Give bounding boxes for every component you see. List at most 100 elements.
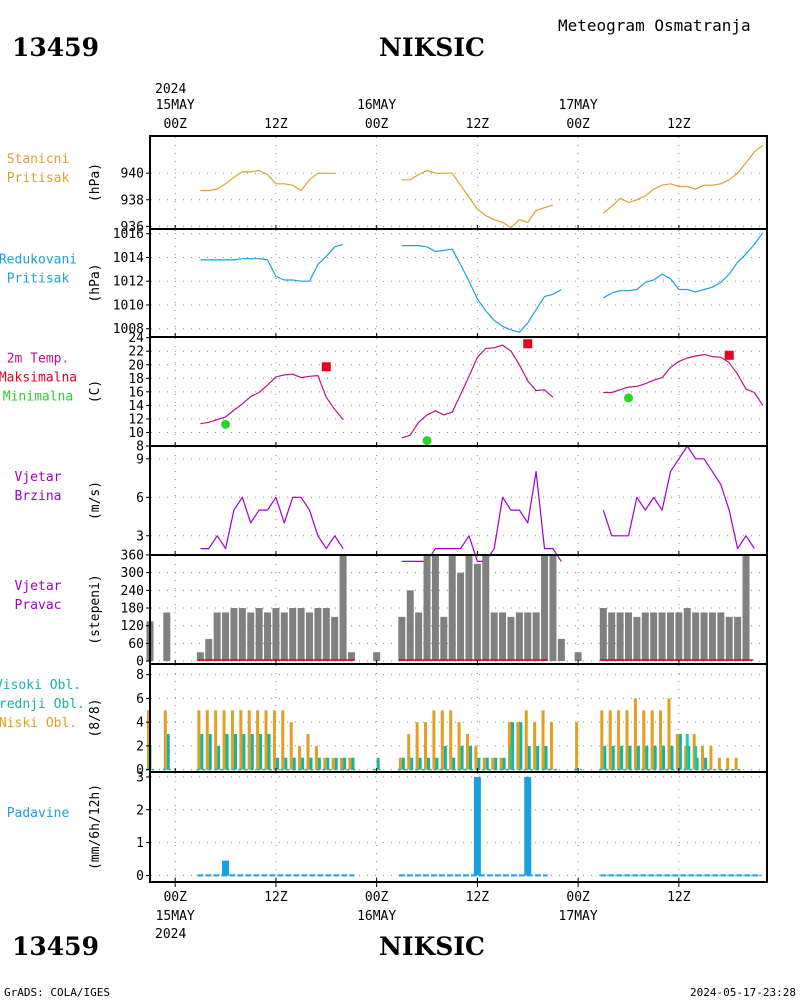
ytick-label-redukovani-3: 1014	[113, 251, 144, 266]
cloud-low-bar-2-3	[222, 710, 226, 770]
ytick-label-padavine-3: 3	[136, 770, 144, 785]
cloud-mid-bar-2-3	[225, 734, 229, 770]
tmax-marker-1	[523, 339, 533, 349]
frame-temperatura	[149, 336, 768, 447]
cloud-high-bar-4-13	[509, 745, 513, 770]
bottom-day-labels: 15MAY 16MAY 17MAY	[156, 909, 598, 924]
grid-stanicni	[151, 137, 766, 228]
bar-padavine-1-0	[473, 776, 481, 876]
cloud-low-bar-2-8	[264, 710, 268, 770]
ylabel-oblaci: (8/8)	[88, 698, 103, 737]
bar-vjetar_pravac-2-15	[322, 608, 330, 662]
cloud-mid-bar-6-1	[611, 745, 615, 770]
bar-vjetar_pravac-2-9	[272, 608, 280, 662]
ytick-label-stanicni-0: 936	[121, 220, 144, 235]
bottom-tick-label-1: 12Z	[264, 890, 288, 905]
cloud-mid-bar-6-9	[678, 734, 682, 770]
frame-vjetar_brzina	[149, 445, 768, 556]
series-line-redukovani-2	[603, 232, 764, 299]
cloud-mid-bar-1-0	[166, 734, 170, 770]
cloud-low-bar-2-17	[340, 757, 344, 770]
top-tick-label-4: 00Z	[566, 117, 590, 132]
cloud-mid-bar-2-12	[301, 757, 305, 770]
cloud-low-bar-4-4	[432, 710, 436, 770]
panel-label-redukovani-1: Pritisak	[7, 272, 70, 287]
panel-label-temperatura-2: Minimalna	[3, 390, 73, 405]
cloud-mid-bar-2-10	[284, 757, 288, 770]
station-id-top: 13459	[12, 33, 99, 62]
cloud-low-bar-6-5	[642, 710, 646, 770]
ytick-label-redukovani-1: 1010	[113, 298, 144, 313]
cloud-mid-bar-4-17	[544, 745, 548, 770]
ytick-label-oblaci-1: 2	[136, 739, 144, 754]
cloud-low-bar-2-12	[298, 745, 302, 770]
cloud-mid-bar-6-2	[620, 745, 624, 770]
panel-label-vjetar_pravac-1: Pravac	[15, 598, 62, 613]
ytick-label-oblaci-2: 4	[136, 716, 144, 731]
cloud-low-bar-6-4	[633, 698, 637, 770]
cloud-mid-bar-6-12	[704, 757, 708, 770]
top-day-label-1: 16MAY	[357, 98, 396, 113]
bottom-tick-label-0: 00Z	[163, 890, 187, 905]
cloud-low-bar-4-10	[482, 757, 486, 770]
cloud-mid-bar-2-1	[208, 734, 212, 770]
cloud-low-bar-0-0	[147, 710, 150, 770]
bar-vjetar_pravac-4-6	[448, 555, 456, 662]
tmin-marker-5	[623, 393, 633, 403]
bar-vjetar_pravac-2-4	[230, 608, 238, 662]
cloud-low-bar-2-1	[205, 710, 209, 770]
top-tick-labels: 00Z 12Z 00Z 12Z 00Z 12Z	[163, 117, 690, 132]
cloud-low-bar-4-3	[424, 722, 428, 770]
cloud-low-bar-2-13	[306, 734, 310, 770]
bar-vjetar_pravac-2-8	[264, 612, 272, 662]
ytick-label-temperatura-8: 24	[128, 331, 144, 346]
bar-vjetar_pravac-4-3	[423, 555, 431, 662]
cloud-high-bar-6-10	[685, 734, 689, 770]
grid-redukovani	[151, 230, 766, 336]
cloud-low-bar-4-6	[449, 710, 453, 770]
series-line-stanicni-1	[401, 169, 554, 229]
cloud-low-bar-2-15	[323, 757, 327, 770]
cloud-low-bar-5-0	[575, 722, 579, 770]
cloud-low-bar-6-12	[701, 745, 705, 770]
ytick-label-temperatura-1: 10	[128, 426, 144, 441]
bar-padavine-0-0	[222, 860, 230, 876]
tmax-marker-0	[321, 362, 331, 372]
cloud-low-bar-2-7	[256, 710, 260, 770]
cloud-low-bar-4-18	[549, 722, 553, 770]
ytick-label-oblaci-0: 0	[136, 763, 144, 778]
ylabel-redukovani: (hPa)	[88, 263, 103, 302]
cloud-mid-bar-6-3	[628, 745, 632, 770]
bar-vjetar_pravac-4-12	[499, 612, 507, 662]
cloud-mid-bar-4-7	[460, 745, 464, 770]
ytick-label-vjetar_brzina-2: 9	[136, 452, 144, 467]
bar-vjetar_pravac-2-12	[297, 608, 305, 662]
ytick-label-vjetar_pravac-0: 0	[136, 655, 144, 670]
bar-vjetar_pravac-2-14	[314, 608, 322, 662]
ytick-label-vjetar_pravac-3: 180	[121, 602, 144, 617]
tmin-marker-4	[422, 436, 432, 446]
bar-vjetar_pravac-6-8	[666, 612, 674, 662]
bar-vjetar_pravac-2-6	[247, 612, 255, 662]
cloud-low-bar-6-6	[650, 710, 654, 770]
bar-vjetar_pravac-2-18	[347, 652, 355, 662]
cloud-low-bar-4-11	[491, 757, 495, 770]
cloud-mid-bar-2-8	[267, 734, 271, 770]
grads-credit: GrADS: COLA/IGES	[4, 986, 110, 999]
panel-label-vjetar_brzina-1: Brzina	[15, 489, 62, 504]
cloud-mid-bar-4-4	[435, 757, 439, 770]
ytick-label-redukovani-4: 1016	[113, 227, 144, 242]
ytick-label-stanicni-1: 938	[121, 193, 144, 208]
panel-redukovani: 1008 1010 1012 1014 1016 (hPa) Redukovani Priti…	[0, 227, 768, 338]
cloud-mid-bar-2-6	[250, 734, 254, 770]
ylabel-temperatura: (C)	[88, 380, 103, 403]
bar-vjetar_pravac-2-10	[280, 612, 288, 662]
cloud-mid-bar-4-8	[468, 745, 472, 770]
panel-oblaci: 0 2 4 6 8 (8/8) Visoki Obl. Srednji Obl. Niski O…	[0, 663, 768, 778]
cloud-mid-bar-2-2	[217, 745, 221, 770]
bottom-axis-ticks	[174, 882, 680, 887]
cloud-low-bar-4-0	[398, 757, 402, 770]
cloud-low-bar-2-10	[281, 710, 285, 770]
